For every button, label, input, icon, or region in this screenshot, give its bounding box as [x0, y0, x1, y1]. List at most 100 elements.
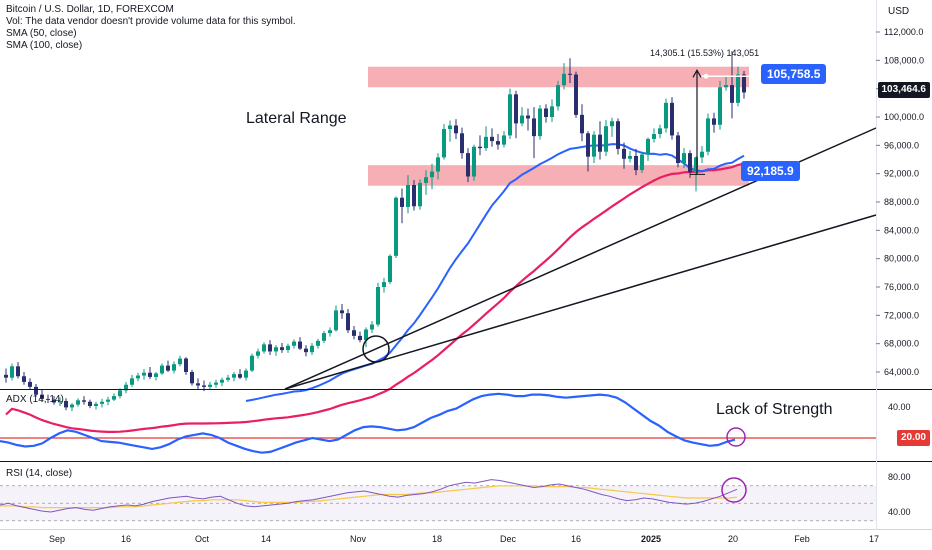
- candle-body: [454, 125, 458, 134]
- adx-pane: [0, 392, 876, 454]
- candle-body: [466, 153, 470, 177]
- y-tick-label: 100,000.0: [884, 112, 924, 122]
- candle-body: [580, 114, 584, 134]
- candle-body: [82, 400, 86, 402]
- lack-of-strength-label: Lack of Strength: [716, 401, 833, 418]
- x-tick-label: Oct: [195, 534, 210, 544]
- y-tick-label: 68,000.0: [884, 339, 919, 349]
- adx-line: [0, 392, 736, 454]
- candle-body: [490, 136, 494, 142]
- candle-body: [322, 333, 326, 341]
- adx-level-tag: 20.00: [896, 430, 930, 446]
- y-tick-label: 76,000.0: [884, 282, 919, 292]
- candle-body: [328, 330, 332, 334]
- x-tick-label: 16: [121, 534, 131, 544]
- candle-body: [442, 129, 446, 158]
- sma50-line: [245, 143, 745, 402]
- candle-body: [730, 85, 734, 103]
- candle-body: [364, 329, 368, 341]
- candle-body: [76, 400, 80, 405]
- candle-body: [298, 341, 302, 349]
- candle-body: [130, 378, 134, 385]
- candle-body: [436, 157, 440, 172]
- candle-body: [172, 364, 176, 371]
- rsi-tick-label: 40.00: [888, 507, 911, 517]
- candle-body: [136, 375, 140, 379]
- candle-body: [148, 372, 152, 377]
- candle-body: [514, 94, 518, 124]
- candle-body: [586, 133, 590, 157]
- y-tick-label: 64,000.0: [884, 367, 919, 377]
- candle-body: [256, 351, 260, 356]
- candle-body: [196, 383, 200, 386]
- candle-body: [118, 390, 122, 397]
- candle-body: [682, 153, 686, 164]
- candle-body: [352, 330, 356, 336]
- candle-body: [208, 384, 212, 387]
- candle-body: [244, 370, 248, 378]
- candle-body: [340, 310, 344, 314]
- level-high-tag[interactable]: 105,758.5: [761, 64, 827, 84]
- candle-body: [400, 197, 404, 207]
- level-high-dot: [703, 73, 709, 79]
- candle-body: [202, 385, 206, 387]
- candle-body: [718, 87, 722, 125]
- candle-body: [706, 118, 710, 152]
- adx-label[interactable]: ADX (14, 14): [6, 394, 64, 405]
- lateral-range-label: Lateral Range: [246, 110, 347, 127]
- symbol-title[interactable]: Bitcoin / U.S. Dollar, 1D, FOREXCOM: [6, 4, 174, 15]
- candle-body: [238, 374, 242, 378]
- candle-body: [634, 155, 638, 171]
- measure-arrowhead: [692, 69, 702, 78]
- y-tick-label: 112,000.0: [884, 27, 923, 37]
- currency-label[interactable]: USD: [888, 6, 910, 17]
- candle-body: [616, 121, 620, 149]
- y-tick-label: 108,000.0: [884, 55, 924, 65]
- candle-body: [742, 74, 746, 93]
- candle-body: [112, 396, 116, 400]
- candle-body: [286, 345, 290, 351]
- candle-body: [292, 341, 296, 346]
- candle-body: [478, 146, 482, 149]
- candle-body: [700, 151, 704, 158]
- candle-body: [688, 153, 692, 173]
- candle-body: [190, 372, 194, 384]
- candle-body: [556, 85, 560, 107]
- rsi-highlight-circle: [721, 477, 747, 503]
- candle-body: [310, 345, 314, 353]
- x-tick-label: 20: [728, 534, 738, 544]
- breakout-circle: [362, 335, 390, 363]
- candle-body: [736, 74, 740, 103]
- candle-body: [538, 108, 542, 137]
- rsi-label[interactable]: RSI (14, close): [6, 468, 73, 479]
- candle-body: [304, 348, 308, 353]
- x-tick-label: Feb: [794, 534, 810, 544]
- candle-body: [676, 135, 680, 164]
- rsi-pane: [0, 477, 876, 522]
- sma100-legend[interactable]: SMA (100, close): [6, 40, 83, 51]
- x-tick-label: 17: [869, 534, 879, 544]
- candle-body: [106, 399, 110, 402]
- candle-body: [262, 344, 266, 352]
- candle-body: [58, 401, 62, 403]
- candle-body: [610, 121, 614, 127]
- candle-body: [622, 148, 626, 159]
- candle-body: [532, 118, 536, 137]
- candle-body: [640, 154, 644, 171]
- candle-body: [388, 255, 392, 283]
- level-low-tag[interactable]: 92,185.9: [741, 161, 800, 181]
- candle-body: [652, 134, 656, 139]
- y-tick-label: 80,000.0: [884, 254, 919, 264]
- candle-body: [394, 197, 398, 256]
- sma50-legend[interactable]: SMA (50, close): [6, 28, 77, 39]
- candle-body: [100, 401, 104, 404]
- candle-body: [406, 185, 410, 207]
- rsi-ma-line: [0, 485, 738, 509]
- candle-body: [550, 106, 554, 117]
- candle-body: [574, 74, 578, 115]
- candle-body: [370, 324, 374, 330]
- candle-body: [160, 365, 164, 374]
- candle-body: [628, 155, 632, 159]
